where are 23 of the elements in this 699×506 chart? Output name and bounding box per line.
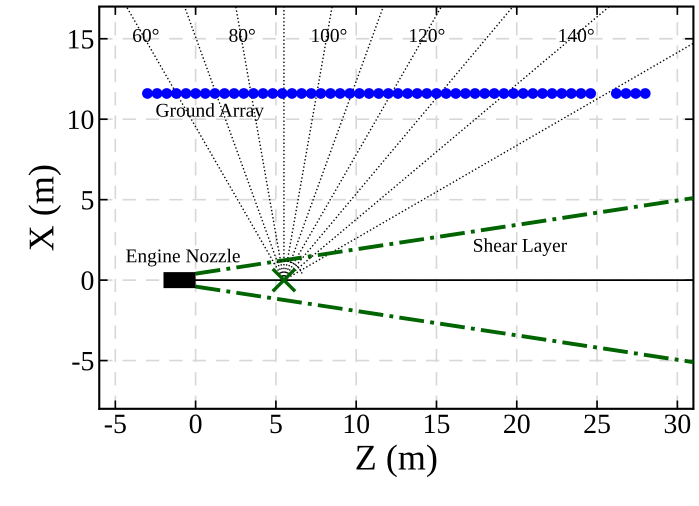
x-tick-label: 20 bbox=[504, 414, 530, 434]
x-axis-title: Z (m) bbox=[356, 444, 436, 478]
annotation: Shear Layer bbox=[474, 238, 567, 256]
y-axis-title: X (m) bbox=[28, 166, 62, 251]
y-tick-label: 0 bbox=[82, 271, 94, 290]
annotation: 100° bbox=[312, 28, 346, 42]
y-tick-label: 5 bbox=[82, 191, 94, 210]
x-tick-label: 0 bbox=[190, 414, 202, 434]
x-tick-label: 10 bbox=[344, 414, 370, 434]
x-tick-label: 30 bbox=[664, 414, 690, 434]
x-tick-label: 25 bbox=[584, 414, 610, 434]
annotation: 60° bbox=[133, 28, 158, 42]
x-tick-label: 5 bbox=[270, 414, 282, 434]
annotation: 80° bbox=[229, 28, 255, 42]
y-tick-label: 15 bbox=[69, 30, 94, 49]
y-tick-label: -5 bbox=[72, 352, 94, 370]
y-tick-label: 10 bbox=[69, 110, 94, 130]
annotation: 140° bbox=[559, 28, 594, 42]
annotation: Ground Array bbox=[156, 103, 264, 121]
x-tick-label: -5 bbox=[104, 414, 126, 434]
x-tick-label: 15 bbox=[425, 414, 450, 434]
annotation: 120° bbox=[410, 28, 444, 42]
annotation: Engine Nozzle bbox=[126, 248, 240, 266]
